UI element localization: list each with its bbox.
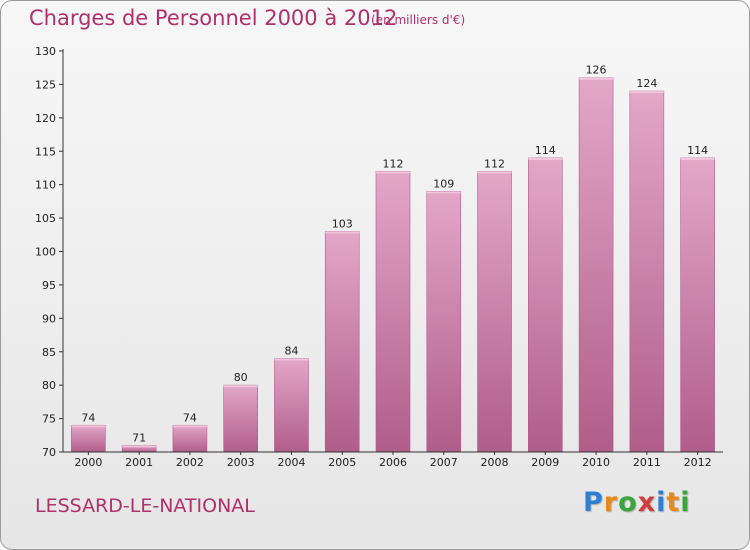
bar-2000 [71,424,106,453]
y-tick-label: 80 [42,379,56,392]
logo-letter: o [618,487,638,518]
y-tick-label: 105 [35,212,56,225]
x-tick-label: 2009 [531,456,559,469]
bar-top-highlight [579,77,614,80]
x-tick-label: 2008 [481,456,509,469]
bar-value-label: 109 [433,177,454,190]
y-tick-label: 110 [35,179,56,192]
x-tick-label: 2012 [684,456,712,469]
bar-2004 [274,358,309,453]
bar-value-label: 71 [132,431,146,444]
bar-value-label: 103 [332,217,353,230]
y-tick-label: 70 [42,446,56,459]
y-tick-label: 95 [42,279,56,292]
bar-2012 [680,157,715,453]
bar-top-highlight [376,171,410,174]
bar-top-highlight [122,445,157,448]
y-tick-label: 100 [35,246,56,259]
commune-name: LESSARD-LE-NATIONAL [35,495,255,517]
bar-value-label: 126 [586,64,607,77]
y-tick-label: 115 [35,145,56,158]
logo-letter: r [603,487,619,518]
x-tick-label: 2002 [176,456,204,469]
bar-value-label: 114 [535,144,556,157]
bar-2006 [375,171,411,453]
bar-value-label: 114 [687,144,708,157]
y-tick-label: 75 [42,413,56,426]
bar-2002 [172,424,208,453]
bar-2009 [528,157,563,453]
bar-top-highlight [325,231,360,234]
bar-value-label: 80 [234,371,248,384]
chart-subtitle: (en milliers d'€) [371,13,466,27]
proxiti-logo[interactable]: Proxiti [583,487,691,518]
bar-2011 [629,90,665,453]
bar-2007 [426,191,462,453]
bar-2003 [223,384,258,453]
y-tick-label: 120 [35,112,56,125]
y-tick-label: 85 [42,346,56,359]
logo-letter: i [680,487,691,518]
x-tick-label: 2004 [277,456,305,469]
x-tick-label: 2006 [379,456,407,469]
bars-layer: 74 71 74 80 84 103 112 109 112 114 126 124 114 [71,64,715,453]
bar-value-label: 74 [183,411,197,424]
logo-letter: t [666,487,681,518]
x-tick-label: 2001 [125,456,153,469]
chart-title: Charges de Personnel 2000 à 2012 [29,6,398,30]
x-tick-label: 2011 [633,456,661,469]
bar-top-highlight [223,385,258,388]
bar-value-label: 112 [484,157,505,170]
x-tick-label: 2003 [227,456,255,469]
x-tick-label: 2000 [74,456,102,469]
bar-value-label: 84 [284,344,298,357]
logo-letter: i [656,487,667,518]
bar-2010 [578,77,614,453]
y-tick-label: 90 [42,312,56,325]
x-tick-label: 2010 [582,456,610,469]
bar-top-highlight [71,425,106,428]
bar-top-highlight [274,358,309,361]
bar-value-label: 74 [81,411,95,424]
x-tick-label: 2005 [328,456,356,469]
bar-value-label: 112 [383,157,404,170]
y-tick-label: 130 [35,45,56,58]
bar-top-highlight [172,425,207,428]
y-tick-label: 125 [35,78,56,91]
bar-2005 [324,231,360,453]
axis-layer: 2000 2001 2002 2003 2004 2005 2006 2007 2008 2009… [35,45,723,469]
bar-top-highlight [528,157,563,160]
bar-top-highlight [477,171,512,174]
bar-top-highlight [426,191,461,194]
bar-top-highlight [680,157,715,160]
logo-letter: P [583,487,604,518]
bar-top-highlight [629,91,664,94]
x-tick-label: 2007 [430,456,458,469]
bar-2008 [477,171,512,453]
logo-letter: x [637,487,657,518]
bar-value-label: 124 [636,77,657,90]
